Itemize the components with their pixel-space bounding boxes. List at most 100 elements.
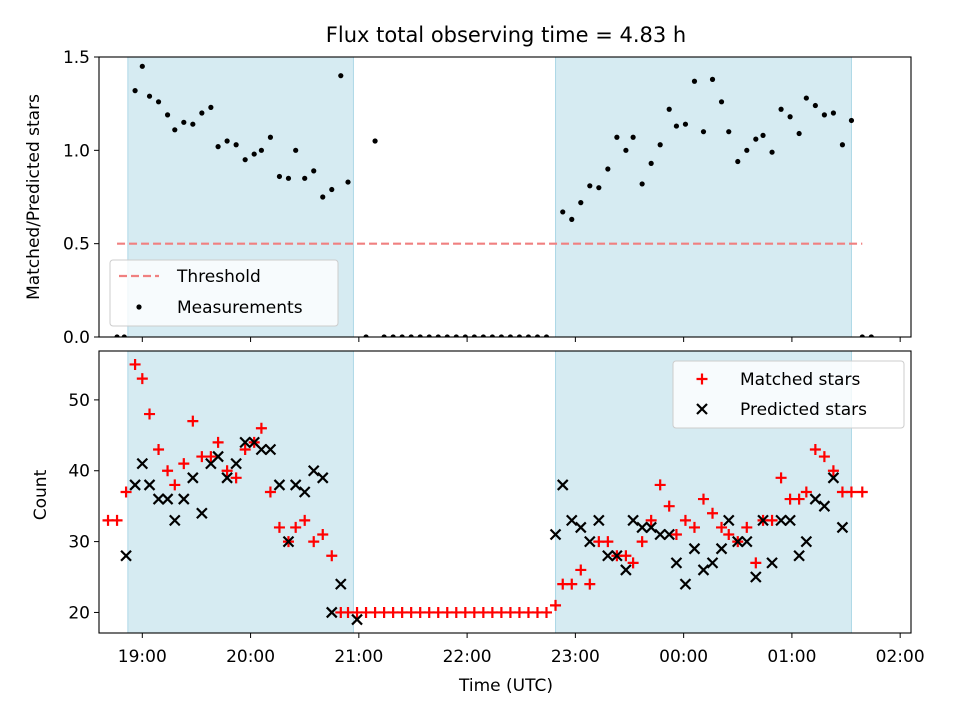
predicted-stars-point-13 xyxy=(230,457,242,470)
predicted-stars-point-53 xyxy=(775,514,787,527)
measurements-point-42 xyxy=(489,334,495,337)
matched-stars-point-65 xyxy=(670,529,682,541)
measurements-point-16 xyxy=(251,151,257,157)
predicted-stars-point-40 xyxy=(663,528,675,541)
predicted-stars-point-27 xyxy=(549,528,562,541)
measurements-point-17 xyxy=(258,147,264,153)
count-legend-box xyxy=(672,360,905,429)
matched-stars-point-83 xyxy=(827,465,839,477)
matched-stars-point-8 xyxy=(169,479,181,491)
measurements-point-22 xyxy=(302,175,308,181)
measurements-point-65 xyxy=(700,129,707,135)
measurements-point-43 xyxy=(498,334,504,337)
x-tick-label-4: 23:00 xyxy=(551,647,600,667)
count-y-axis-label: Count xyxy=(31,469,51,520)
predicted-stars-point-29 xyxy=(565,514,578,527)
measurements-point-57 xyxy=(630,134,636,140)
matched-stars-point-53 xyxy=(566,578,578,590)
measurements-point-51 xyxy=(578,200,584,206)
predicted-stars-point-20 xyxy=(289,479,302,491)
measurements-point-26 xyxy=(338,73,344,79)
measurements-point-61 xyxy=(666,106,672,112)
matched-stars-point-77 xyxy=(775,472,787,484)
measurements-point-21 xyxy=(293,147,299,153)
measurements-point-39 xyxy=(462,334,468,337)
matched-stars-point-60 xyxy=(627,557,639,569)
measurements-point-35 xyxy=(426,334,432,337)
matched-stars-point-9 xyxy=(178,458,190,470)
predicted-stars-point-36 xyxy=(627,514,639,527)
predicted-stars-point-19 xyxy=(282,535,295,548)
x-tick-label-5: 00:00 xyxy=(659,647,708,667)
counts-y-tick-label-0: 20 xyxy=(68,603,90,623)
matched-stars-point-7 xyxy=(162,465,174,477)
predicted-stars-point-47 xyxy=(722,514,735,527)
predicted-stars-point-41 xyxy=(670,557,683,569)
measurements-point-28 xyxy=(363,334,369,337)
predicted-stars-point-3 xyxy=(143,479,156,491)
predicted-stars-point-52 xyxy=(766,557,778,569)
predicted-stars-point-42 xyxy=(679,578,692,590)
measurements-point-13 xyxy=(224,138,230,144)
measurements-point-11 xyxy=(208,104,214,110)
matched-stars-point-70 xyxy=(716,521,728,533)
measurements-point-78 xyxy=(812,102,818,109)
ratio-y-axis-label: Matched/Predicted stars xyxy=(24,94,44,300)
measurements-point-24 xyxy=(320,194,326,200)
matched-stars-point-73 xyxy=(741,521,753,533)
predicted-stars-point-17 xyxy=(264,443,277,456)
matched-legend-swatch xyxy=(696,373,708,385)
measurements-legend-swatch xyxy=(136,304,142,310)
measurements-point-66 xyxy=(709,76,716,82)
measurements-point-0 xyxy=(114,334,120,337)
matched-stars-point-20 xyxy=(273,521,285,533)
measurements-point-82 xyxy=(848,117,855,124)
matched-stars-point-13 xyxy=(212,436,224,448)
matched-stars-point-74 xyxy=(750,557,762,569)
predicted-stars-point-56 xyxy=(800,535,813,548)
matched-stars-point-64 xyxy=(663,500,675,512)
matched-stars-point-54 xyxy=(575,564,587,576)
matched-stars-point-86 xyxy=(856,486,868,498)
matched-stars-point-82 xyxy=(818,451,830,463)
matched-stars-point-15 xyxy=(230,472,242,484)
matched-stars-point-23 xyxy=(299,514,311,526)
predicted-stars-point-59 xyxy=(827,472,840,484)
predicted-stars-point-50 xyxy=(750,571,762,583)
measurements-point-72 xyxy=(760,132,766,138)
measurements-legend-label: Measurements xyxy=(177,298,303,318)
ratio-y-tick-label-1: 0.5 xyxy=(63,235,90,255)
matched-stars-point-2 xyxy=(120,486,132,498)
matched-stars-point-1 xyxy=(111,514,123,526)
measurements-point-27 xyxy=(345,179,351,185)
predicted-stars-point-22 xyxy=(307,464,320,477)
predicted-stars-point-12 xyxy=(221,472,233,484)
x-tick-label-7: 02:00 xyxy=(876,647,925,667)
counts-legend: Matched stars Predicted stars xyxy=(672,360,905,429)
predicted-stars-point-57 xyxy=(809,493,822,505)
measurements-point-79 xyxy=(821,112,827,118)
matched-stars-point-18 xyxy=(255,422,267,434)
ratio-marks xyxy=(114,63,874,337)
measurements-point-62 xyxy=(673,123,680,129)
threshold-legend-label: Threshold xyxy=(176,267,261,287)
matched-stars-point-16 xyxy=(239,443,251,455)
predicted-stars-point-6 xyxy=(169,514,181,527)
matched-stars-point-79 xyxy=(793,493,805,505)
predicted-stars-point-37 xyxy=(636,521,648,534)
measurements-point-70 xyxy=(744,147,750,153)
predicted-stars-point-4 xyxy=(152,493,165,505)
matched-stars-point-14 xyxy=(221,465,233,477)
measurements-point-32 xyxy=(399,334,405,337)
measurements-point-81 xyxy=(839,142,846,148)
measurements-point-45 xyxy=(516,334,523,337)
predicted-stars-point-55 xyxy=(793,549,805,562)
matched-stars-point-19 xyxy=(264,486,276,498)
predicted-stars-point-1 xyxy=(129,479,141,491)
matched-legend-label: Matched stars xyxy=(740,370,860,390)
measurements-point-73 xyxy=(769,149,775,155)
measurements-point-6 xyxy=(164,112,171,118)
predicted-stars-point-21 xyxy=(298,486,311,498)
predicted-stars-point-28 xyxy=(556,479,569,491)
